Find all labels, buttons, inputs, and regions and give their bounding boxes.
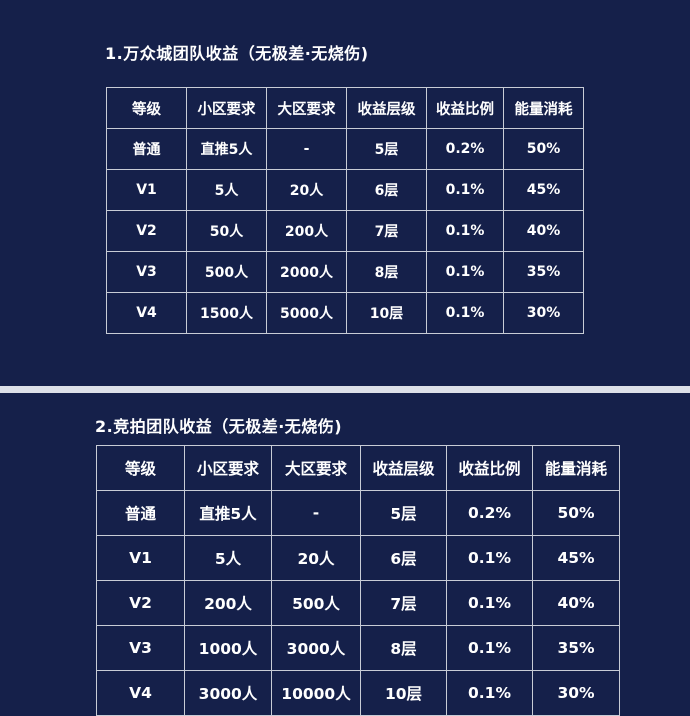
table-row: V1 5人 20人 6层 0.1% 45%	[96, 535, 620, 581]
table-cell: 20人	[266, 169, 347, 211]
column-header-income-ratio: 收益比例	[426, 87, 504, 129]
column-header-large-area: 大区要求	[266, 87, 347, 129]
column-header-small-area: 小区要求	[184, 445, 272, 491]
table-cell: 2000人	[266, 251, 347, 293]
table-cell: 3000人	[271, 625, 361, 671]
table-cell: 50%	[503, 128, 584, 170]
section-title: 1.万众城团队收益（无极差·无烧伤)	[105, 44, 369, 63]
table-cell: 40%	[532, 580, 620, 626]
table-cell: 45%	[532, 535, 620, 581]
table-cell: 50人	[186, 210, 267, 252]
table-cell: 7层	[360, 580, 447, 626]
table-cell: 20人	[271, 535, 361, 581]
table-cell: -	[266, 128, 347, 170]
table-cell: V2	[96, 580, 185, 626]
table-cell: 直推5人	[186, 128, 267, 170]
table-row: V4 1500人 5000人 10层 0.1% 30%	[106, 292, 584, 334]
table-header-row: 等级 小区要求 大区要求 收益层级 收益比例 能量消耗	[96, 445, 620, 491]
table-cell: V3	[106, 251, 187, 293]
table-cell: 35%	[532, 625, 620, 671]
table-cell: 0.1%	[446, 580, 533, 626]
table-cell: 50%	[532, 490, 620, 536]
table-cell: 1500人	[186, 292, 267, 334]
income-table: 等级 小区要求 大区要求 收益层级 收益比例 能量消耗 普通 直推5人 - 5层…	[96, 445, 620, 716]
table-cell: 5000人	[266, 292, 347, 334]
table-row: 普通 直推5人 - 5层 0.2% 50%	[96, 490, 620, 536]
table-cell: V2	[106, 210, 187, 252]
column-header-level: 等级	[96, 445, 185, 491]
column-header-income-levels: 收益层级	[346, 87, 427, 129]
table-cell: 0.1%	[426, 292, 504, 334]
table-cell: 0.1%	[446, 535, 533, 581]
table-cell: 5人	[184, 535, 272, 581]
table-cell: 0.1%	[446, 670, 533, 716]
table-cell: 3000人	[184, 670, 272, 716]
table-cell: -	[271, 490, 361, 536]
table-cell: 30%	[503, 292, 584, 334]
table-cell: 500人	[186, 251, 267, 293]
table-cell: 0.1%	[426, 210, 504, 252]
table-row: V4 3000人 10000人 10层 0.1% 30%	[96, 670, 620, 716]
table-cell: V3	[96, 625, 185, 671]
table-cell: 5层	[360, 490, 447, 536]
team-income-panel-1: 1.万众城团队收益（无极差·无烧伤) 等级 小区要求 大区要求 收益层级 收益比…	[105, 44, 584, 334]
table-cell: 普通	[106, 128, 187, 170]
table-header-row: 等级 小区要求 大区要求 收益层级 收益比例 能量消耗	[106, 87, 584, 129]
table-cell: 8层	[346, 251, 427, 293]
table-row: V2 200人 500人 7层 0.1% 40%	[96, 580, 620, 626]
table-cell: 0.2%	[446, 490, 533, 536]
table-cell: 35%	[503, 251, 584, 293]
column-header-large-area: 大区要求	[271, 445, 361, 491]
table-cell: 45%	[503, 169, 584, 211]
table-cell: 8层	[360, 625, 447, 671]
table-cell: 0.1%	[426, 251, 504, 293]
table-cell: V4	[96, 670, 185, 716]
table-cell: 1000人	[184, 625, 272, 671]
table-cell: 200人	[266, 210, 347, 252]
table-cell: 7层	[346, 210, 427, 252]
income-table: 等级 小区要求 大区要求 收益层级 收益比例 能量消耗 普通 直推5人 - 5层…	[106, 87, 584, 334]
team-income-panel-2: 2.竞拍团队收益（无极差·无烧伤) 等级 小区要求 大区要求 收益层级 收益比例…	[0, 393, 690, 716]
table-cell: 10层	[346, 292, 427, 334]
table-cell: V4	[106, 292, 187, 334]
table-cell: V1	[96, 535, 185, 581]
table-cell: 0.1%	[446, 625, 533, 671]
table-cell: 10层	[360, 670, 447, 716]
column-header-income-levels: 收益层级	[360, 445, 447, 491]
table-row: V3 500人 2000人 8层 0.1% 35%	[106, 251, 584, 293]
table-cell: 普通	[96, 490, 185, 536]
column-header-income-ratio: 收益比例	[446, 445, 533, 491]
column-header-small-area: 小区要求	[186, 87, 267, 129]
section-title: 2.竞拍团队收益（无极差·无烧伤)	[95, 417, 343, 436]
table-cell: 0.2%	[426, 128, 504, 170]
table-cell: 500人	[271, 580, 361, 626]
column-header-energy-consumption: 能量消耗	[532, 445, 620, 491]
column-header-level: 等级	[106, 87, 187, 129]
section-divider	[0, 386, 690, 393]
table-cell: 6层	[360, 535, 447, 581]
table-cell: 40%	[503, 210, 584, 252]
table-row: 普通 直推5人 - 5层 0.2% 50%	[106, 128, 584, 170]
table-cell: 30%	[532, 670, 620, 716]
table-cell: 6层	[346, 169, 427, 211]
table-cell: 5层	[346, 128, 427, 170]
table-cell: 直推5人	[184, 490, 272, 536]
table-cell: 0.1%	[426, 169, 504, 211]
table-cell: 200人	[184, 580, 272, 626]
table-cell: V1	[106, 169, 187, 211]
table-row: V3 1000人 3000人 8层 0.1% 35%	[96, 625, 620, 671]
table-cell: 5人	[186, 169, 267, 211]
table-cell: 10000人	[271, 670, 361, 716]
table-row: V1 5人 20人 6层 0.1% 45%	[106, 169, 584, 211]
table-row: V2 50人 200人 7层 0.1% 40%	[106, 210, 584, 252]
column-header-energy-consumption: 能量消耗	[503, 87, 584, 129]
